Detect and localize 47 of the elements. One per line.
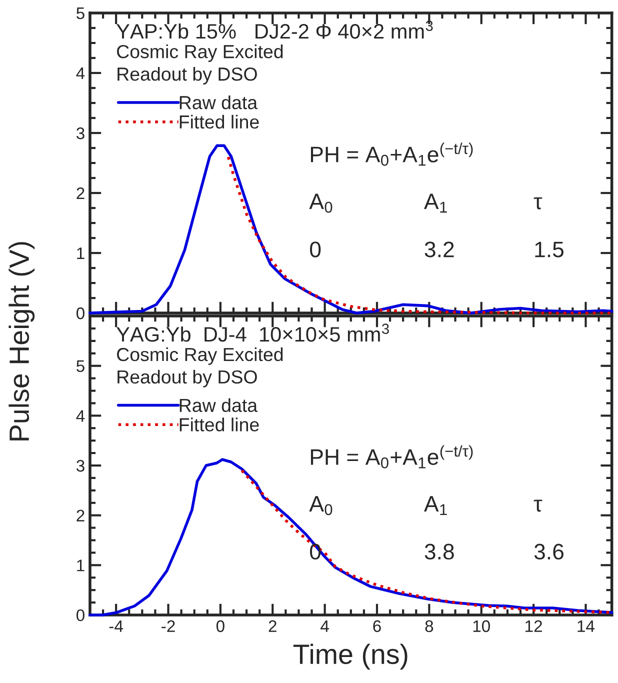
annotation: Cosmic Ray Excited (117, 347, 283, 365)
x-axis-title: Time (ns) (293, 644, 408, 670)
y-tick-label: 0 (76, 609, 84, 622)
legend-label: Fitted line (180, 114, 259, 129)
y-tick-label: 1 (77, 560, 84, 572)
annotation: 0 (310, 544, 321, 560)
annotation: 3.6 (534, 544, 564, 560)
annotation: PH = A$_{0}$+A$_{1}$e$^{(−t/τ)}$ (310, 142, 473, 166)
x-tick-label: -4 (109, 620, 123, 632)
y-tick-label: 2 (76, 510, 84, 522)
annotation: 3.8 (424, 544, 454, 560)
legend-label: Raw data (180, 95, 258, 110)
x-tick-label: 14 (578, 620, 595, 632)
x-tick-label: 4 (320, 620, 329, 632)
annotation: A$_{1}$ (424, 496, 447, 515)
y-tick-label: 3 (76, 127, 84, 140)
annotation: τ (534, 500, 542, 512)
annotation: 3.2 (424, 242, 454, 258)
x-tick-label: 10 (473, 620, 490, 632)
annotation: A$_{0}$ (309, 194, 332, 213)
x-tick-label: 12 (526, 620, 542, 632)
annotation: A$_{0}$ (309, 496, 332, 516)
y-tick-label: 4 (76, 68, 85, 80)
annotation: Readout by DSO (118, 370, 257, 388)
y-tick-label: 5 (76, 360, 84, 372)
annotation: 1.5 (535, 242, 564, 258)
x-tick-label: 2 (268, 620, 276, 632)
annotation: 0 (310, 242, 321, 258)
y-tick-label: 5 (76, 8, 84, 20)
annotation: PH = A$_{0}$+A$_{1}$e$^{(−t/τ)}$ (310, 445, 473, 468)
y-tick-label: 3 (76, 460, 84, 472)
y-tick-label: 4 (76, 410, 85, 422)
legend-label: Fitted line (180, 418, 259, 432)
annotation: Cosmic Ray Excited (117, 44, 283, 62)
y-axis-title: Pulse Height (V) (8, 242, 35, 440)
annotation: τ (534, 197, 542, 210)
x-tick-label: 8 (425, 620, 434, 632)
x-tick-label: 6 (373, 620, 381, 632)
y-tick-label: 0 (76, 307, 84, 320)
legend-label: Raw data (180, 398, 258, 412)
x-tick-label: 0 (216, 620, 224, 632)
annotation: Readout by DSO (118, 66, 257, 84)
chart-title: YAG:Yb DJ-4 10×10×5 mm$^{3}$ (116, 324, 389, 342)
x-tick-label: -2 (162, 620, 175, 632)
y-tick-label: 1 (77, 248, 84, 260)
y-tick-label: 2 (76, 187, 84, 200)
annotation: A$_{1}$ (424, 194, 447, 213)
